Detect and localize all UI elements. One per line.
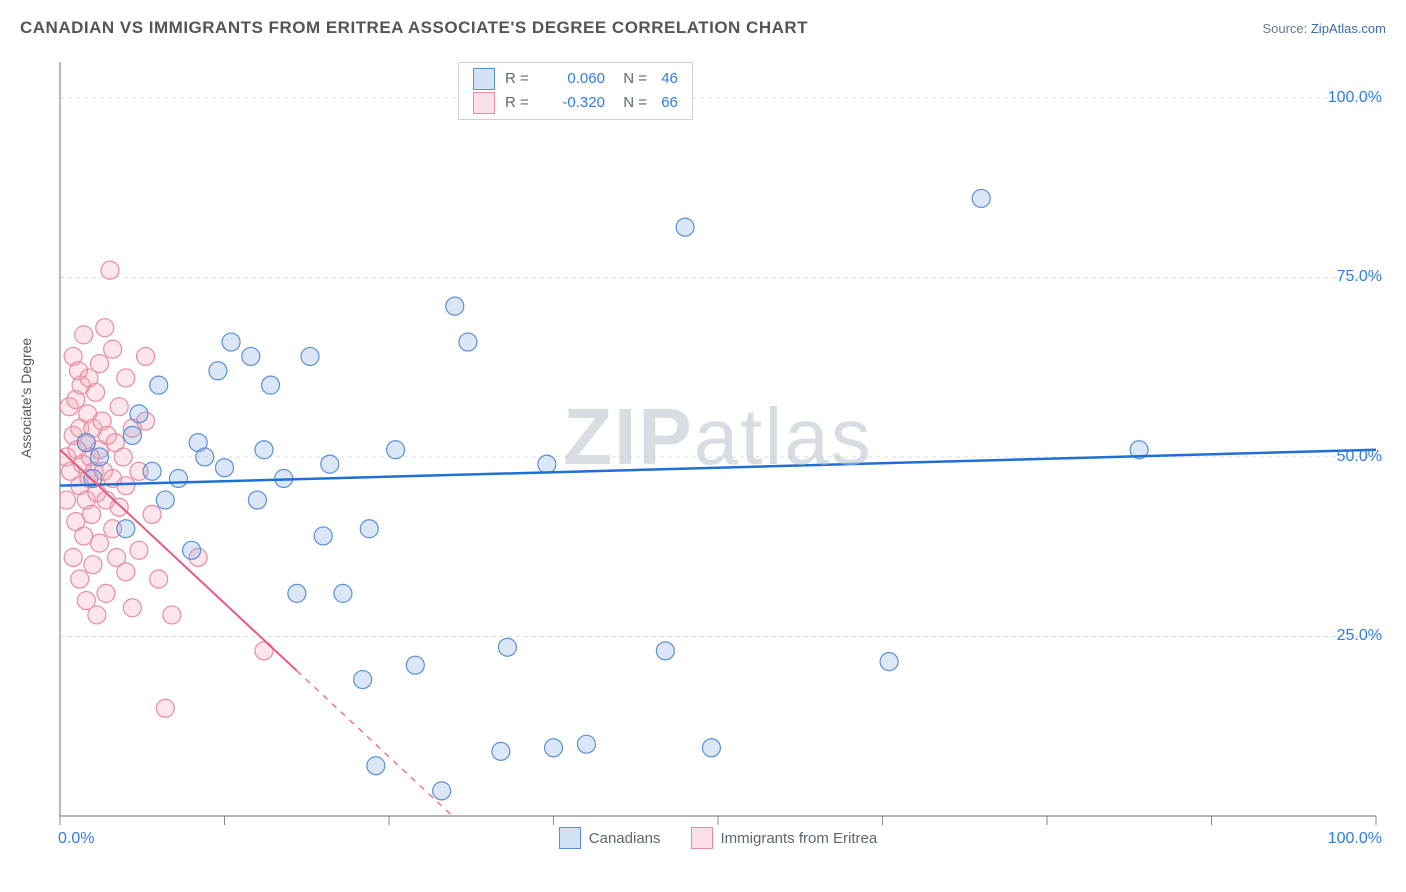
legend-R-value: 0.060 — [543, 67, 605, 91]
y-axis-label: Associate's Degree — [18, 338, 34, 458]
legend-N-label: N = — [615, 91, 651, 115]
legend-stat-row: R = 0.060 N = 46 — [473, 67, 678, 91]
correlation-legend: R = 0.060 N = 46R = -0.320 N = 66 — [458, 62, 693, 120]
legend-N-value: 66 — [661, 91, 678, 115]
chart-title: CANADIAN VS IMMIGRANTS FROM ERITREA ASSO… — [20, 18, 808, 38]
legend-series-label: Immigrants from Eritrea — [721, 830, 878, 847]
legend-N-label: N = — [615, 67, 651, 91]
legend-swatch — [473, 92, 495, 114]
legend-swatch — [691, 827, 713, 849]
series-legend: Canadians Immigrants from Eritrea — [48, 828, 1388, 848]
legend-R-value: -0.320 — [543, 91, 605, 115]
scatter-plot — [48, 58, 1388, 848]
legend-R-label: R = — [505, 67, 533, 91]
y-tick-label: 75.0% — [1337, 268, 1382, 286]
legend-swatch — [473, 68, 495, 90]
legend-item: Canadians — [559, 827, 661, 849]
legend-stat-row: R = -0.320 N = 66 — [473, 91, 678, 115]
legend-swatch — [559, 827, 581, 849]
legend-item: Immigrants from Eritrea — [691, 827, 878, 849]
source-attribution: Source: ZipAtlas.com — [1262, 21, 1386, 36]
legend-series-label: Canadians — [589, 830, 661, 847]
x-axis-min-label: 0.0% — [58, 830, 94, 848]
y-tick-label: 25.0% — [1337, 627, 1382, 645]
x-axis-max-label: 100.0% — [1328, 830, 1382, 848]
y-tick-label: 100.0% — [1328, 89, 1382, 107]
source-link[interactable]: ZipAtlas.com — [1311, 21, 1386, 36]
legend-R-label: R = — [505, 91, 533, 115]
y-tick-label: 50.0% — [1337, 448, 1382, 466]
source-prefix: Source: — [1262, 21, 1310, 36]
legend-N-value: 46 — [661, 67, 678, 91]
